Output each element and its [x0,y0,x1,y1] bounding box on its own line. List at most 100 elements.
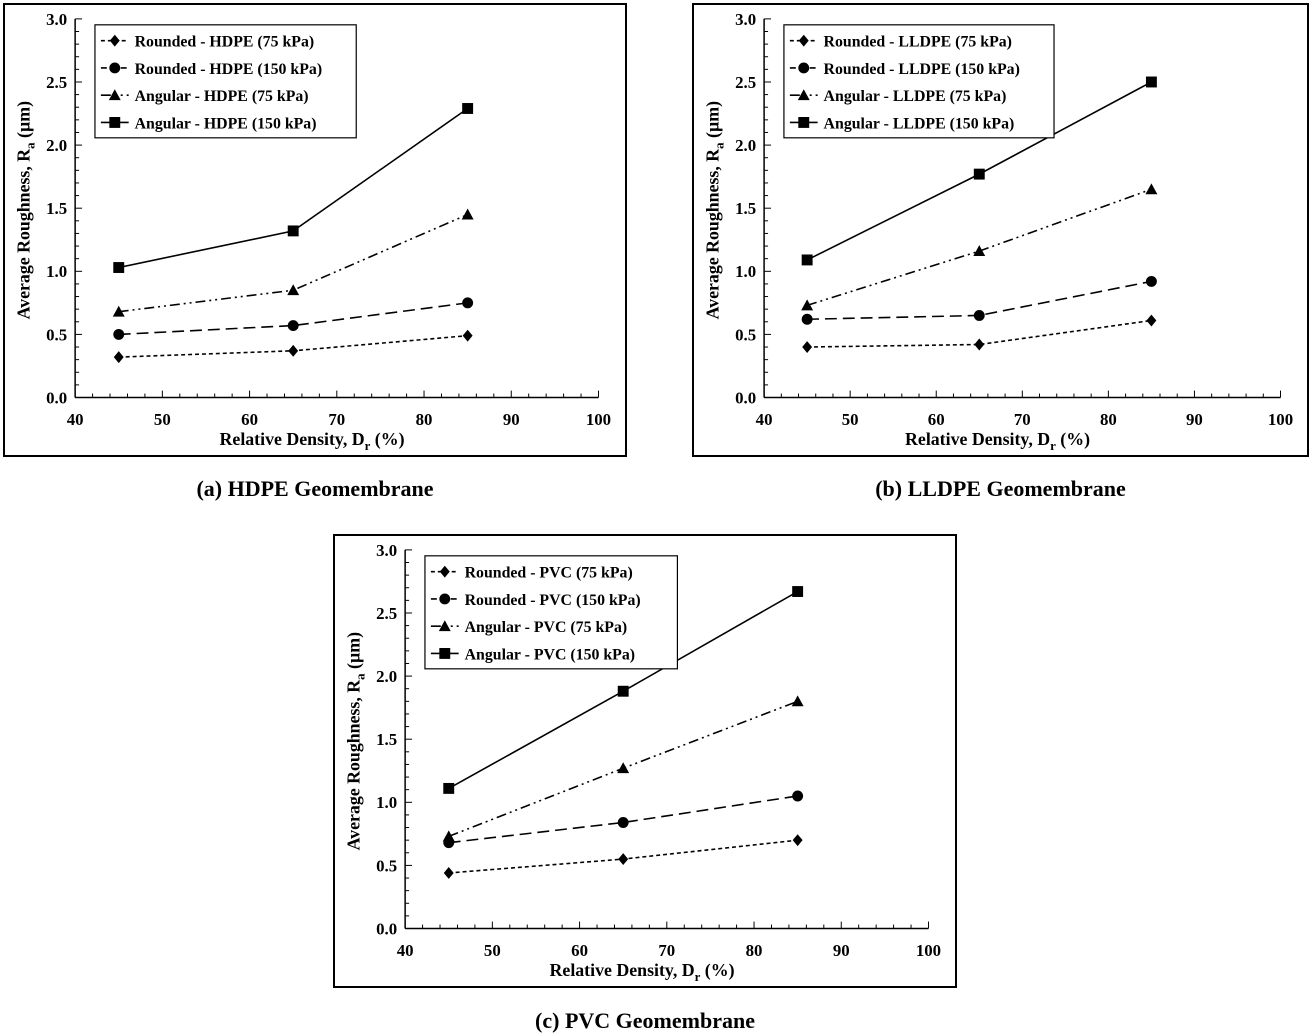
x-tick-label: 50 [842,410,859,429]
axes: 0.0 0.5 1.0 1.5 2.0 2.5 3.0 40 50 60 70 80 90 100 [46,10,611,429]
x-tick-label: 90 [833,941,850,960]
data-point-square [617,685,629,697]
y-tick-label: 1.5 [46,199,67,218]
data-point-diamond [1146,314,1157,327]
series-diamond [113,329,473,364]
legend-marker-circle [109,62,121,74]
y-tick-label: 0.5 [376,856,397,875]
legend-marker-circle [798,62,810,74]
chart-caption-lldpe: (b) LLDPE Geomembrane [875,476,1126,501]
chart-svg-lldpe: 0.0 0.5 1.0 1.5 2.0 2.5 3.0 40 50 60 70 80 90 100 Rela… [703,10,1294,453]
legend-marker-triangle [438,620,451,632]
y-tick-label: 1.5 [376,730,397,749]
data-point-circle [617,817,629,828]
data-point-diamond [792,834,803,847]
legend-entry-label: Rounded - LLDPE (75 kPa) [824,34,1012,51]
data-point-triangle [617,762,630,774]
x-tick-label: 40 [756,410,773,429]
data-point-diamond [974,338,985,351]
y-tick-label: 0.0 [46,388,67,407]
data-point-triangle [287,284,300,296]
data-point-diamond [802,341,813,353]
legend-marker-circle [439,593,451,605]
legend: Rounded - LLDPE (75 kPa) Rounded - LLDPE … [783,24,1055,139]
data-point-triangle [442,830,455,842]
legend-entry-label: Angular - PVC (150 kPa) [465,646,635,663]
data-point-diamond [113,351,124,364]
series-square [443,586,804,794]
legend-box [783,24,1055,139]
legend-entry-label: Angular - LLDPE (75 kPa) [824,88,1007,105]
y-tick-label: 2.5 [376,604,397,623]
chart-panel-hdpe: 0.0 0.5 1.0 1.5 2.0 2.5 3.0 40 50 60 70 80 90 100 Rela… [3,3,627,457]
x-tick-label: 90 [503,410,520,429]
y-tick-label: 2.5 [46,73,67,92]
x-tick-label: 100 [1268,410,1293,429]
series-square [801,76,1157,266]
y-tick-label: 0.5 [735,325,756,344]
series-triangle [801,183,1158,311]
x-tick-label: 80 [1100,410,1117,429]
data-point-square [1145,76,1157,88]
data-point-diamond [462,329,473,342]
data-point-triangle [461,208,474,220]
chart-panel-pvc: 0.0 0.5 1.0 1.5 2.0 2.5 3.0 40 50 60 70 80 90 100 Rela… [333,534,957,988]
x-tick-label: 80 [746,941,763,960]
x-tick-label: 80 [416,410,433,429]
y-tick-label: 1.5 [735,199,756,218]
y-axis-label: Average Roughness, Ra (µm) [344,632,368,850]
x-tick-label: 60 [241,410,258,429]
data-point-square [801,254,813,266]
legend-entry-label: Rounded - HDPE (75 kPa) [135,34,315,51]
y-axis-label: Average Roughness, Ra (µm) [703,101,727,319]
legend-entry-label: Rounded - PVC (75 kPa) [465,565,633,582]
y-tick-label: 3.0 [735,10,756,29]
y-tick-label: 2.0 [735,136,756,155]
data-point-circle [801,313,813,325]
y-tick-label: 3.0 [376,541,397,560]
chart-svg-hdpe: 0.0 0.5 1.0 1.5 2.0 2.5 3.0 40 50 60 70 80 90 100 Rela… [14,10,612,453]
x-tick-label: 90 [1186,410,1203,429]
series-circle [801,275,1157,325]
y-tick-label: 2.5 [735,73,756,92]
data-point-circle [113,328,125,340]
x-tick-label: 50 [484,941,501,960]
legend: Rounded - PVC (75 kPa) Rounded - PVC (150… [424,555,679,670]
legend-entry-label: Angular - HDPE (150 kPa) [135,115,317,132]
data-point-diamond [288,344,299,357]
axes: 0.0 0.5 1.0 1.5 2.0 2.5 3.0 40 50 60 70 80 90 100 [376,541,941,960]
x-axis-label: Relative Density, Dr (%) [550,960,735,984]
legend-marker-square [439,648,451,659]
legend-entry-label: Angular - HDPE (75 kPa) [135,88,309,105]
legend-marker-diamond [109,34,120,47]
data-point-square [113,262,125,273]
data-point-diamond [618,853,629,866]
y-tick-label: 0.0 [735,388,756,407]
chart-panel-lldpe: 0.0 0.5 1.0 1.5 2.0 2.5 3.0 40 50 60 70 80 90 100 Rela… [692,3,1309,457]
series-line [448,795,798,844]
legend-marker-square [798,117,810,128]
y-tick-label: 2.0 [376,667,397,686]
y-tick-label: 3.0 [46,10,67,29]
x-tick-label: 40 [67,410,84,429]
data-point-circle [973,310,985,321]
data-point-square [792,586,804,597]
data-point-triangle [1145,183,1158,195]
legend-entry-label: Rounded - PVC (150 kPa) [465,592,641,609]
x-tick-label: 70 [1014,410,1031,429]
x-tick-label: 70 [328,410,345,429]
x-tick-label: 40 [397,941,414,960]
data-point-square [287,225,299,237]
x-tick-label: 60 [928,410,945,429]
series-square [113,103,474,273]
data-point-square [973,168,985,180]
x-axis-label: Relative Density, Dr (%) [905,429,1090,453]
legend-marker-diamond [798,34,809,47]
data-point-triangle [801,299,814,311]
legend-entry-label: Angular - PVC (75 kPa) [465,619,628,636]
legend-entry-label: Angular - LLDPE (150 kPa) [824,115,1015,132]
chart-caption-hdpe: (a) HDPE Geomembrane [196,476,434,501]
x-tick-label: 100 [586,410,611,429]
legend-marker-square [109,117,121,128]
x-tick-label: 100 [916,941,941,960]
